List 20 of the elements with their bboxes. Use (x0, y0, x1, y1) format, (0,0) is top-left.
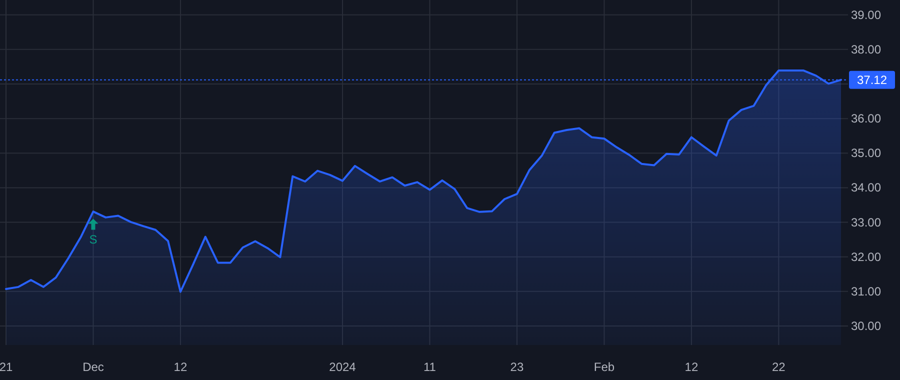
x-tick-label: 21 (0, 360, 13, 374)
y-tick-label: 34.00 (850, 180, 882, 195)
y-tick-label: 30.00 (850, 318, 882, 333)
y-tick-label: 33.00 (850, 215, 882, 230)
x-tick-label: 23 (510, 360, 524, 374)
x-tick-label: 2024 (329, 360, 356, 374)
x-tick-label: 22 (772, 360, 786, 374)
y-tick-label: 39.00 (850, 8, 882, 22)
ref-line-label: 37.12 (856, 72, 888, 87)
x-tick-label: 12 (174, 360, 188, 374)
x-tick-label: 11 (423, 360, 436, 374)
y-tick-label: 35.00 (850, 146, 882, 160)
y-tick-label: 36.00 (850, 112, 882, 126)
x-tick-label: Dec (82, 360, 104, 374)
annotation: S (89, 232, 98, 247)
y-tick-label: 38.00 (850, 42, 882, 56)
x-tick-label: 12 (684, 360, 698, 374)
y-tick-label: 32.00 (850, 250, 882, 264)
y-tick-label: 31.00 (850, 284, 882, 298)
x-tick-label: Feb (594, 360, 615, 374)
